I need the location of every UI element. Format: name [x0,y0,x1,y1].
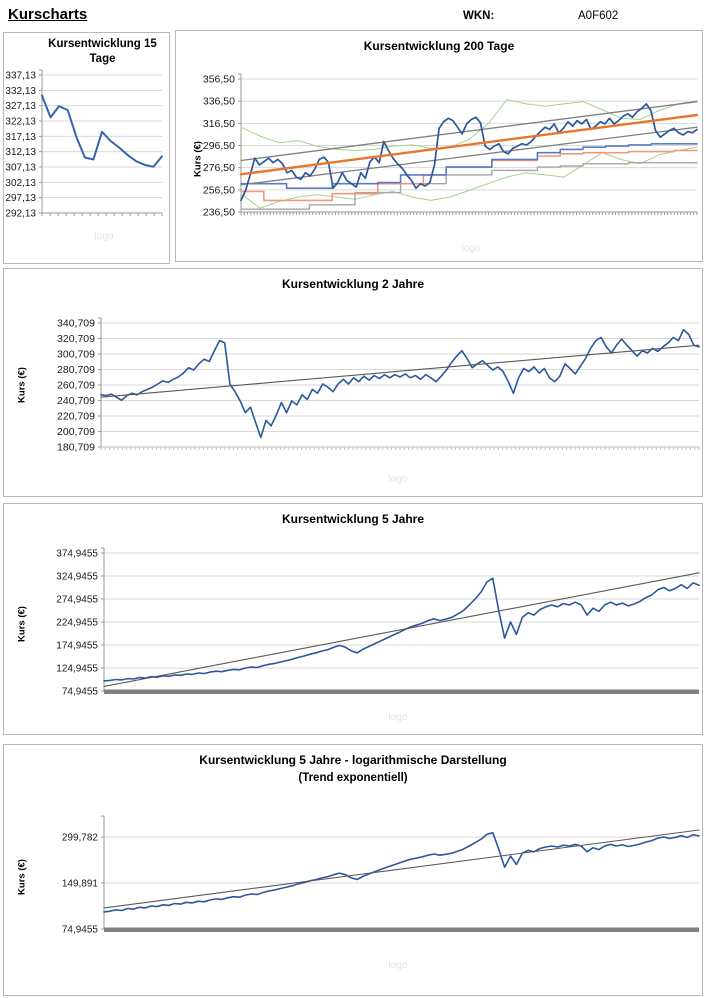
svg-text:327,13: 327,13 [5,101,36,112]
panel-15-tage: Kursentwicklung 15 Tage 337,13 332,13 327,… [3,32,170,264]
wkn-label: WKN: [463,10,495,22]
svg-text:174,9455: 174,9455 [56,641,98,652]
svg-text:312,13: 312,13 [5,147,36,158]
chart-title-2-jahre: Kursentwicklung 2 Jahre [281,277,425,291]
svg-text:299,782: 299,782 [62,833,99,844]
svg-text:316,50: 316,50 [203,118,235,130]
svg-text:297,13: 297,13 [5,193,36,204]
svg-text:296,50: 296,50 [203,140,235,152]
watermark-logo: logo [94,231,114,242]
svg-text:256,50: 256,50 [203,184,235,196]
chart-title-15-tage: Kursentwicklung 15 Tage [48,38,157,65]
panel-5-jahre: Kursentwicklung 5 Jahre Kurs (€) 374,945… [3,503,703,735]
chart-canvas-200-tage: 356,50 336,50 316,50 296,50 276,50 256,50 236,… [203,73,699,219]
svg-text:307,13: 307,13 [5,163,36,174]
svg-text:274,9455: 274,9455 [56,595,98,606]
chart-subtitle-5-jahre-log: (Trend exponentiell) [298,772,408,784]
svg-text:317,13: 317,13 [5,132,36,143]
svg-text:200,709: 200,709 [57,426,95,438]
svg-text:149,891: 149,891 [62,879,99,890]
watermark-logo: logo [388,960,408,971]
svg-text:332,13: 332,13 [5,86,36,97]
panel-5-jahre-log: Kursentwicklung 5 Jahre - logarithmische… [3,744,703,996]
watermark-logo: logo [461,243,481,254]
svg-text:220,709: 220,709 [57,411,95,423]
svg-text:224,9455: 224,9455 [56,618,98,629]
chart-title-200-tage: Kursentwicklung 200 Tage [363,39,515,53]
watermark-logo: logo [388,712,408,723]
svg-text:356,50: 356,50 [203,74,235,86]
svg-text:302,13: 302,13 [5,178,36,189]
page-title: Kurscharts [8,6,88,23]
svg-text:74,9455: 74,9455 [62,687,99,698]
svg-text:124,9455: 124,9455 [56,664,98,675]
chart-canvas-5-jahre: 374,9455 324,9455 274,9455 224,9455 174,9455… [56,547,700,698]
chart-canvas-2-jahre: 340,709 320,709 300,709 280,709 260,709 240,7… [57,317,700,454]
svg-text:280,709: 280,709 [57,364,95,376]
panel-200-tage: Kursentwicklung 200 Tage Kurs (€) 356,50… [175,30,703,262]
svg-text:374,9455: 374,9455 [56,549,98,560]
svg-text:180,709: 180,709 [57,442,95,454]
svg-text:260,709: 260,709 [57,380,95,392]
chart-title-5-jahre: Kursentwicklung 5 Jahre [281,512,425,526]
svg-text:322,13: 322,13 [5,117,36,128]
chart-title-5-jahre-log: Kursentwicklung 5 Jahre - logarithmische… [199,753,507,767]
svg-text:340,709: 340,709 [57,318,95,330]
svg-text:300,709: 300,709 [57,349,95,361]
svg-text:240,709: 240,709 [57,395,95,407]
wkn-value: A0F602 [578,10,619,22]
svg-text:337,13: 337,13 [5,71,36,82]
watermark-logo: logo [388,474,408,485]
panel-2-jahre: Kursentwicklung 2 Jahre Kurs (€) 340,709… [3,268,703,497]
svg-text:320,709: 320,709 [57,333,95,345]
chart-canvas-15-tage: 337,13 332,13 327,13 322,13 317,13 312,13 307,… [5,69,163,220]
svg-text:74,9455: 74,9455 [62,925,99,936]
svg-text:236,50: 236,50 [203,207,235,219]
svg-text:276,50: 276,50 [203,162,235,174]
chart-canvas-5-jahre-log: 299,782 149,891 74,9455 [62,815,700,936]
svg-text:292,13: 292,13 [5,209,36,220]
svg-text:324,9455: 324,9455 [56,572,98,583]
svg-text:336,50: 336,50 [203,96,235,108]
